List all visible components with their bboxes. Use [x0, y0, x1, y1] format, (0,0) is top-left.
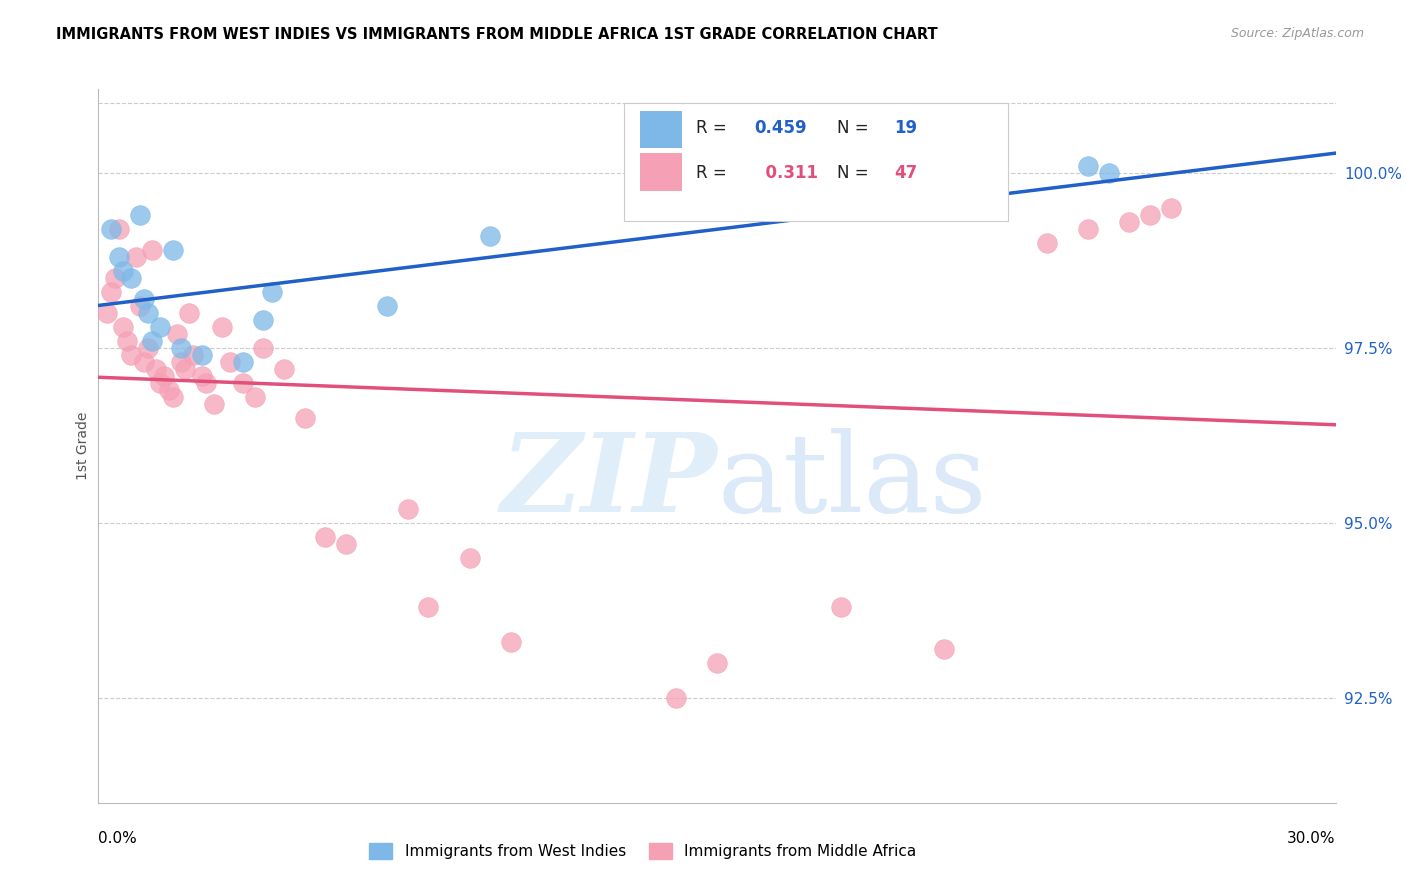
Point	[190, 348, 212, 362]
Point	[932, 641, 955, 656]
Point	[170, 355, 193, 369]
Point	[314, 530, 336, 544]
Point	[396, 502, 419, 516]
Point	[141, 334, 163, 348]
Point	[1077, 222, 1099, 236]
Point	[120, 348, 142, 362]
Text: 0.311: 0.311	[754, 164, 818, 182]
Text: 0.459: 0.459	[754, 120, 807, 137]
Text: IMMIGRANTS FROM WEST INDIES VS IMMIGRANTS FROM MIDDLE AFRICA 1ST GRADE CORRELATI: IMMIGRANTS FROM WEST INDIES VS IMMIGRANT…	[56, 27, 938, 42]
Point	[252, 313, 274, 327]
FancyBboxPatch shape	[640, 153, 682, 191]
Text: Source: ZipAtlas.com: Source: ZipAtlas.com	[1230, 27, 1364, 40]
Point	[145, 362, 167, 376]
Point	[141, 243, 163, 257]
Point	[252, 341, 274, 355]
Point	[418, 599, 440, 614]
Text: atlas: atlas	[717, 428, 987, 535]
Text: R =: R =	[696, 164, 733, 182]
Point	[830, 599, 852, 614]
FancyBboxPatch shape	[624, 103, 1008, 221]
Point	[273, 362, 295, 376]
Point	[149, 320, 172, 334]
Point	[375, 299, 398, 313]
Point	[499, 635, 522, 649]
Point	[479, 229, 502, 244]
Text: N =: N =	[837, 164, 875, 182]
Point	[1098, 166, 1121, 180]
Point	[335, 537, 357, 551]
Text: 30.0%: 30.0%	[1288, 831, 1336, 847]
Point	[104, 271, 127, 285]
Text: 47: 47	[894, 164, 917, 182]
Point	[108, 250, 131, 264]
Point	[1118, 215, 1140, 229]
Text: ZIP: ZIP	[501, 428, 717, 535]
Text: 0.0%: 0.0%	[98, 831, 138, 847]
Point	[136, 306, 159, 320]
Point	[232, 376, 254, 390]
Text: N =: N =	[837, 120, 875, 137]
Point	[181, 348, 204, 362]
Point	[706, 656, 728, 670]
Point	[294, 411, 316, 425]
Point	[260, 285, 283, 299]
Point	[96, 306, 118, 320]
Point	[170, 341, 193, 355]
Y-axis label: 1st Grade: 1st Grade	[76, 412, 90, 480]
Point	[124, 250, 146, 264]
Point	[157, 383, 180, 397]
Point	[108, 222, 131, 236]
Point	[202, 397, 225, 411]
Point	[1077, 159, 1099, 173]
Point	[219, 355, 242, 369]
Point	[174, 362, 197, 376]
Point	[232, 355, 254, 369]
FancyBboxPatch shape	[640, 111, 682, 148]
Point	[132, 355, 155, 369]
Point	[112, 264, 135, 278]
Point	[458, 550, 481, 565]
Point	[149, 376, 172, 390]
Point	[162, 243, 184, 257]
Legend: Immigrants from West Indies, Immigrants from Middle Africa: Immigrants from West Indies, Immigrants …	[361, 835, 924, 866]
Point	[132, 292, 155, 306]
Point	[665, 690, 688, 705]
Point	[190, 369, 212, 384]
Point	[136, 341, 159, 355]
Point	[166, 327, 188, 342]
Point	[1036, 236, 1059, 251]
Point	[194, 376, 217, 390]
Point	[112, 320, 135, 334]
Text: R =: R =	[696, 120, 733, 137]
Point	[1139, 208, 1161, 222]
Point	[1160, 201, 1182, 215]
Point	[117, 334, 139, 348]
Point	[153, 369, 176, 384]
Text: 19: 19	[894, 120, 917, 137]
Point	[179, 306, 201, 320]
Point	[128, 208, 150, 222]
Point	[211, 320, 233, 334]
Point	[243, 390, 266, 404]
Point	[162, 390, 184, 404]
Point	[128, 299, 150, 313]
Point	[120, 271, 142, 285]
Point	[100, 285, 122, 299]
Point	[100, 222, 122, 236]
